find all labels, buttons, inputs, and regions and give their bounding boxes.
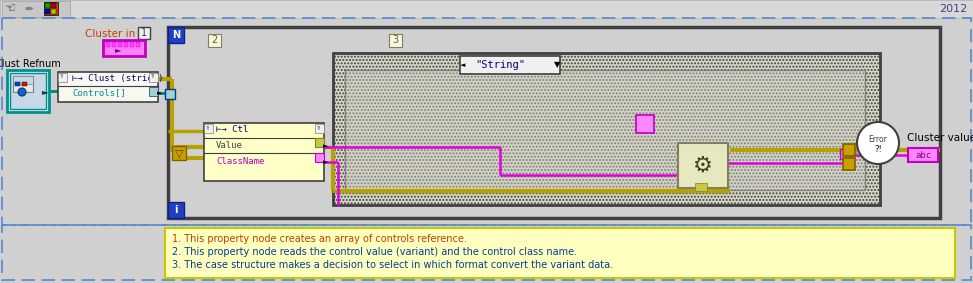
Bar (15, 82, 20, 86)
Bar (204, 123, 324, 181)
Text: Cluster in: Cluster in (85, 29, 135, 39)
Text: 2: 2 (211, 35, 217, 45)
Bar (389, 34, 402, 47)
Bar (138, 27, 150, 39)
Text: 1. This property node creates an array of controls reference.: 1. This property node creates an array o… (172, 234, 467, 244)
Bar (106, 42, 110, 47)
Text: ?!: ?! (205, 125, 210, 130)
Bar (103, 40, 145, 56)
Bar (908, 148, 938, 162)
Bar (0, 0, 973, 18)
Bar (10, 73, 46, 109)
Text: ►: ► (323, 143, 329, 149)
Bar (112, 42, 116, 47)
Text: ?!: ?! (59, 74, 64, 80)
Bar (315, 153, 324, 162)
Text: abc: abc (915, 151, 931, 160)
Bar (130, 42, 134, 47)
Bar (2, 18, 971, 225)
Bar (51, 9, 56, 14)
Circle shape (18, 88, 26, 96)
Bar (44, 2, 58, 15)
Bar (58, 73, 67, 82)
Bar (2, 1, 70, 17)
Text: Error: Error (869, 134, 887, 143)
Text: "String": "String" (475, 60, 525, 70)
Text: ►: ► (115, 46, 122, 55)
Bar (165, 228, 955, 278)
Text: 2012: 2012 (939, 4, 967, 14)
Bar (172, 146, 186, 160)
Bar (22, 82, 27, 86)
Text: 3. The case structure makes a decision to select in which format convert the var: 3. The case structure makes a decision t… (172, 260, 613, 270)
Text: 1: 1 (141, 28, 147, 38)
Bar (315, 138, 324, 147)
Text: ⚙: ⚙ (693, 156, 713, 176)
Bar (843, 144, 855, 156)
Text: ⊢→ Ctl: ⊢→ Ctl (216, 125, 248, 134)
Bar (45, 9, 50, 14)
Bar (678, 143, 728, 188)
Text: ?!: ?! (316, 125, 321, 130)
Bar (345, 70, 865, 190)
Text: N: N (172, 30, 180, 40)
Text: ?!: ?! (151, 74, 156, 80)
Bar (204, 124, 213, 133)
Bar (13, 76, 33, 84)
Text: 2. This property node reads the control value (variant) and the control class na: 2. This property node reads the control … (172, 247, 577, 257)
Bar (149, 87, 158, 96)
Bar (7, 70, 49, 112)
Bar (460, 56, 560, 74)
Bar (333, 53, 880, 205)
Bar (51, 3, 56, 8)
Bar (149, 73, 158, 82)
Bar (208, 34, 221, 47)
Bar (165, 89, 175, 99)
Text: Clust Refnum: Clust Refnum (0, 59, 61, 69)
Bar (843, 158, 855, 170)
Text: ☜: ☜ (4, 3, 16, 16)
Text: i: i (174, 205, 178, 215)
Bar (168, 27, 184, 43)
Text: ▼: ▼ (554, 61, 560, 70)
Text: ⊢→ Clust (strict): ⊢→ Clust (strict) (72, 74, 163, 83)
Bar (636, 115, 654, 133)
Bar (45, 3, 50, 8)
Bar (118, 42, 122, 47)
Bar (136, 42, 140, 47)
Bar (58, 72, 158, 102)
Text: Cluster values: Cluster values (907, 133, 973, 143)
Bar (2, 225, 971, 280)
Bar (13, 76, 33, 92)
Text: ►: ► (42, 87, 49, 97)
Bar (840, 149, 850, 159)
Text: ►: ► (323, 159, 329, 165)
Bar (168, 27, 940, 218)
Text: ?!: ?! (874, 145, 882, 153)
Circle shape (857, 122, 899, 164)
Bar (345, 70, 865, 190)
Text: Controls[]: Controls[] (72, 89, 126, 98)
Text: ◄: ◄ (460, 62, 466, 68)
Text: ➨: ➨ (24, 4, 34, 14)
Bar (695, 183, 707, 191)
Text: 3: 3 (392, 35, 398, 45)
Text: Value: Value (216, 142, 243, 151)
Bar (315, 124, 324, 133)
Bar (168, 202, 184, 218)
Text: ClassName: ClassName (216, 156, 265, 166)
Bar (124, 42, 128, 47)
Bar (333, 53, 880, 205)
Text: ►: ► (158, 90, 162, 96)
Text: ▽: ▽ (175, 148, 183, 158)
